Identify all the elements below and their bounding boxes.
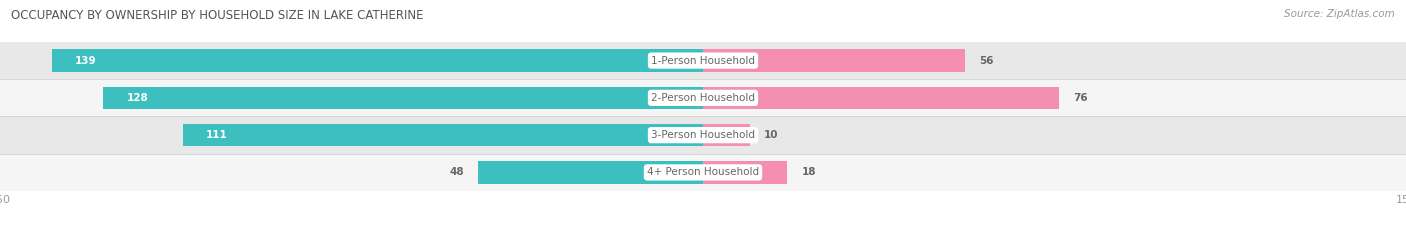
Bar [183,124,703,146]
Bar [478,161,703,184]
Text: 128: 128 [127,93,148,103]
Text: 18: 18 [801,168,815,177]
Text: 111: 111 [207,130,228,140]
Bar [0,116,1406,154]
Text: OCCUPANCY BY OWNERSHIP BY HOUSEHOLD SIZE IN LAKE CATHERINE: OCCUPANCY BY OWNERSHIP BY HOUSEHOLD SIZE… [11,9,423,22]
Bar [0,42,1406,79]
Bar [703,87,1059,109]
Text: 76: 76 [1073,93,1088,103]
Bar [703,161,787,184]
Text: 1-Person Household: 1-Person Household [651,56,755,65]
Bar [0,79,1406,116]
Text: 4+ Person Household: 4+ Person Household [647,168,759,177]
Bar [703,124,749,146]
Text: 139: 139 [75,56,97,65]
Bar [0,154,1406,191]
Bar [103,87,703,109]
Text: 48: 48 [450,168,464,177]
Text: 3-Person Household: 3-Person Household [651,130,755,140]
Text: Source: ZipAtlas.com: Source: ZipAtlas.com [1284,9,1395,19]
Text: 2-Person Household: 2-Person Household [651,93,755,103]
Bar [52,49,703,72]
Text: 56: 56 [980,56,994,65]
Text: 10: 10 [763,130,779,140]
Bar [703,49,966,72]
